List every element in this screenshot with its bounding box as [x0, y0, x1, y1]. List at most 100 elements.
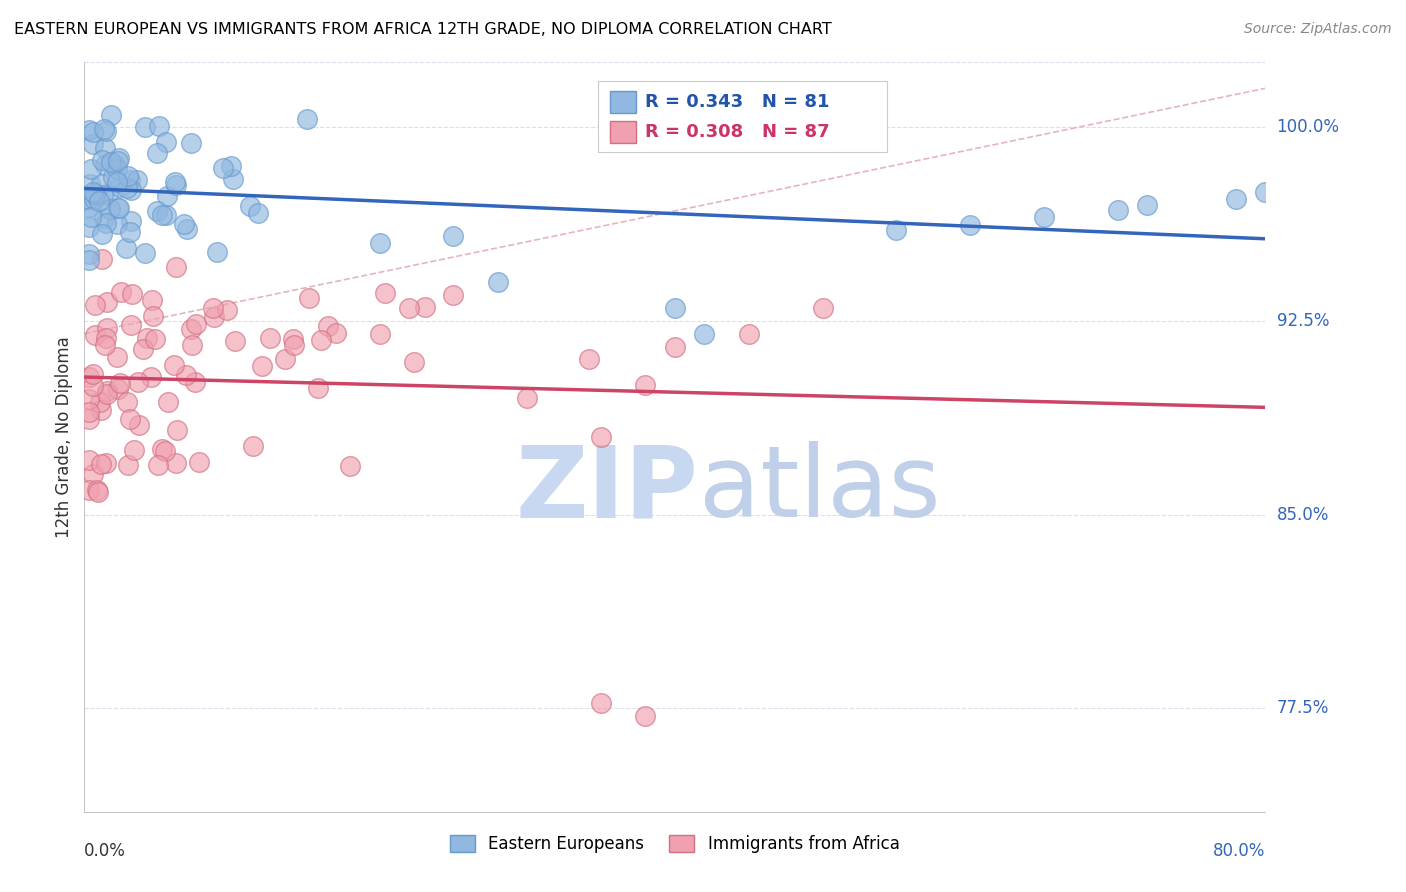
Point: [108, 151, 131, 165]
Point: [94, 457, 117, 471]
Point: [165, 178, 187, 193]
Point: [77, 405, 100, 419]
Point: [77, 253, 100, 268]
Point: [79, 177, 101, 191]
Point: [325, 326, 347, 340]
Point: [108, 376, 131, 391]
Point: [90, 227, 112, 241]
Point: [90, 403, 112, 417]
Point: [187, 455, 209, 469]
Point: [107, 382, 129, 396]
Point: [94, 338, 117, 352]
Point: [298, 291, 321, 305]
Point: [156, 189, 179, 203]
Point: [145, 203, 167, 218]
Text: R = 0.308   N = 87: R = 0.308 N = 87: [645, 123, 830, 141]
Point: [86, 483, 108, 498]
Point: [90, 458, 112, 472]
Point: [96, 294, 118, 309]
Point: [634, 709, 657, 723]
Point: [811, 301, 834, 315]
Point: [84, 186, 107, 201]
Point: [146, 458, 169, 473]
Point: [165, 260, 187, 275]
Point: [180, 136, 202, 150]
Point: [77, 452, 100, 467]
Point: [87, 194, 110, 209]
Point: [87, 484, 110, 499]
Point: [98, 202, 121, 216]
Point: [90, 252, 112, 266]
Text: Source: ZipAtlas.com: Source: ZipAtlas.com: [1244, 22, 1392, 37]
Point: [443, 228, 465, 243]
Point: [212, 161, 235, 175]
Point: [134, 120, 156, 135]
Point: [222, 172, 245, 186]
Point: [96, 331, 118, 345]
Point: [156, 395, 179, 409]
Point: [96, 321, 118, 335]
Point: [283, 338, 305, 352]
Point: [224, 334, 246, 349]
Point: [93, 122, 115, 136]
Point: [82, 137, 104, 152]
Point: [77, 122, 100, 136]
Point: [91, 187, 114, 202]
Point: [215, 303, 238, 318]
Point: [108, 179, 131, 194]
Point: [578, 352, 600, 367]
Point: [105, 175, 128, 189]
Point: [165, 456, 187, 470]
Point: [316, 318, 339, 333]
Point: [142, 310, 165, 324]
Point: [634, 378, 657, 392]
Point: [139, 370, 162, 384]
Point: [80, 211, 103, 225]
Point: [1033, 211, 1056, 225]
Point: [94, 141, 117, 155]
Point: [146, 145, 169, 160]
Point: [80, 162, 103, 177]
Point: [368, 236, 391, 251]
Point: [176, 221, 198, 235]
Point: [83, 192, 105, 206]
Point: [202, 310, 225, 325]
Point: [163, 175, 186, 189]
Text: 77.5%: 77.5%: [1277, 699, 1329, 717]
Y-axis label: 12th Grade, No Diploma: 12th Grade, No Diploma: [55, 336, 73, 538]
Text: R = 0.343   N = 81: R = 0.343 N = 81: [645, 93, 830, 112]
Point: [108, 201, 131, 215]
Point: [107, 201, 129, 215]
Point: [1225, 193, 1247, 207]
Point: [110, 285, 132, 300]
Point: [82, 185, 104, 199]
Point: [166, 424, 188, 438]
Point: [96, 124, 118, 138]
Point: [125, 173, 148, 187]
FancyBboxPatch shape: [598, 81, 887, 153]
Point: [91, 153, 114, 167]
Point: [250, 359, 273, 374]
Point: [120, 318, 142, 333]
Point: [155, 135, 177, 149]
Point: [94, 158, 117, 172]
Point: [97, 187, 120, 202]
Point: [77, 392, 100, 406]
Text: 100.0%: 100.0%: [1277, 118, 1340, 136]
Point: [84, 328, 107, 343]
Point: [107, 153, 129, 168]
Point: [96, 384, 118, 398]
Point: [96, 387, 118, 401]
Point: [100, 108, 122, 122]
Point: [141, 293, 163, 307]
Point: [221, 159, 243, 173]
Point: [77, 483, 100, 497]
Text: atlas: atlas: [699, 441, 941, 538]
Point: [693, 326, 716, 341]
Point: [591, 430, 613, 444]
Point: [150, 208, 173, 222]
Point: [1107, 202, 1129, 217]
Point: [103, 158, 125, 172]
Point: [82, 125, 104, 139]
Point: [105, 162, 128, 177]
